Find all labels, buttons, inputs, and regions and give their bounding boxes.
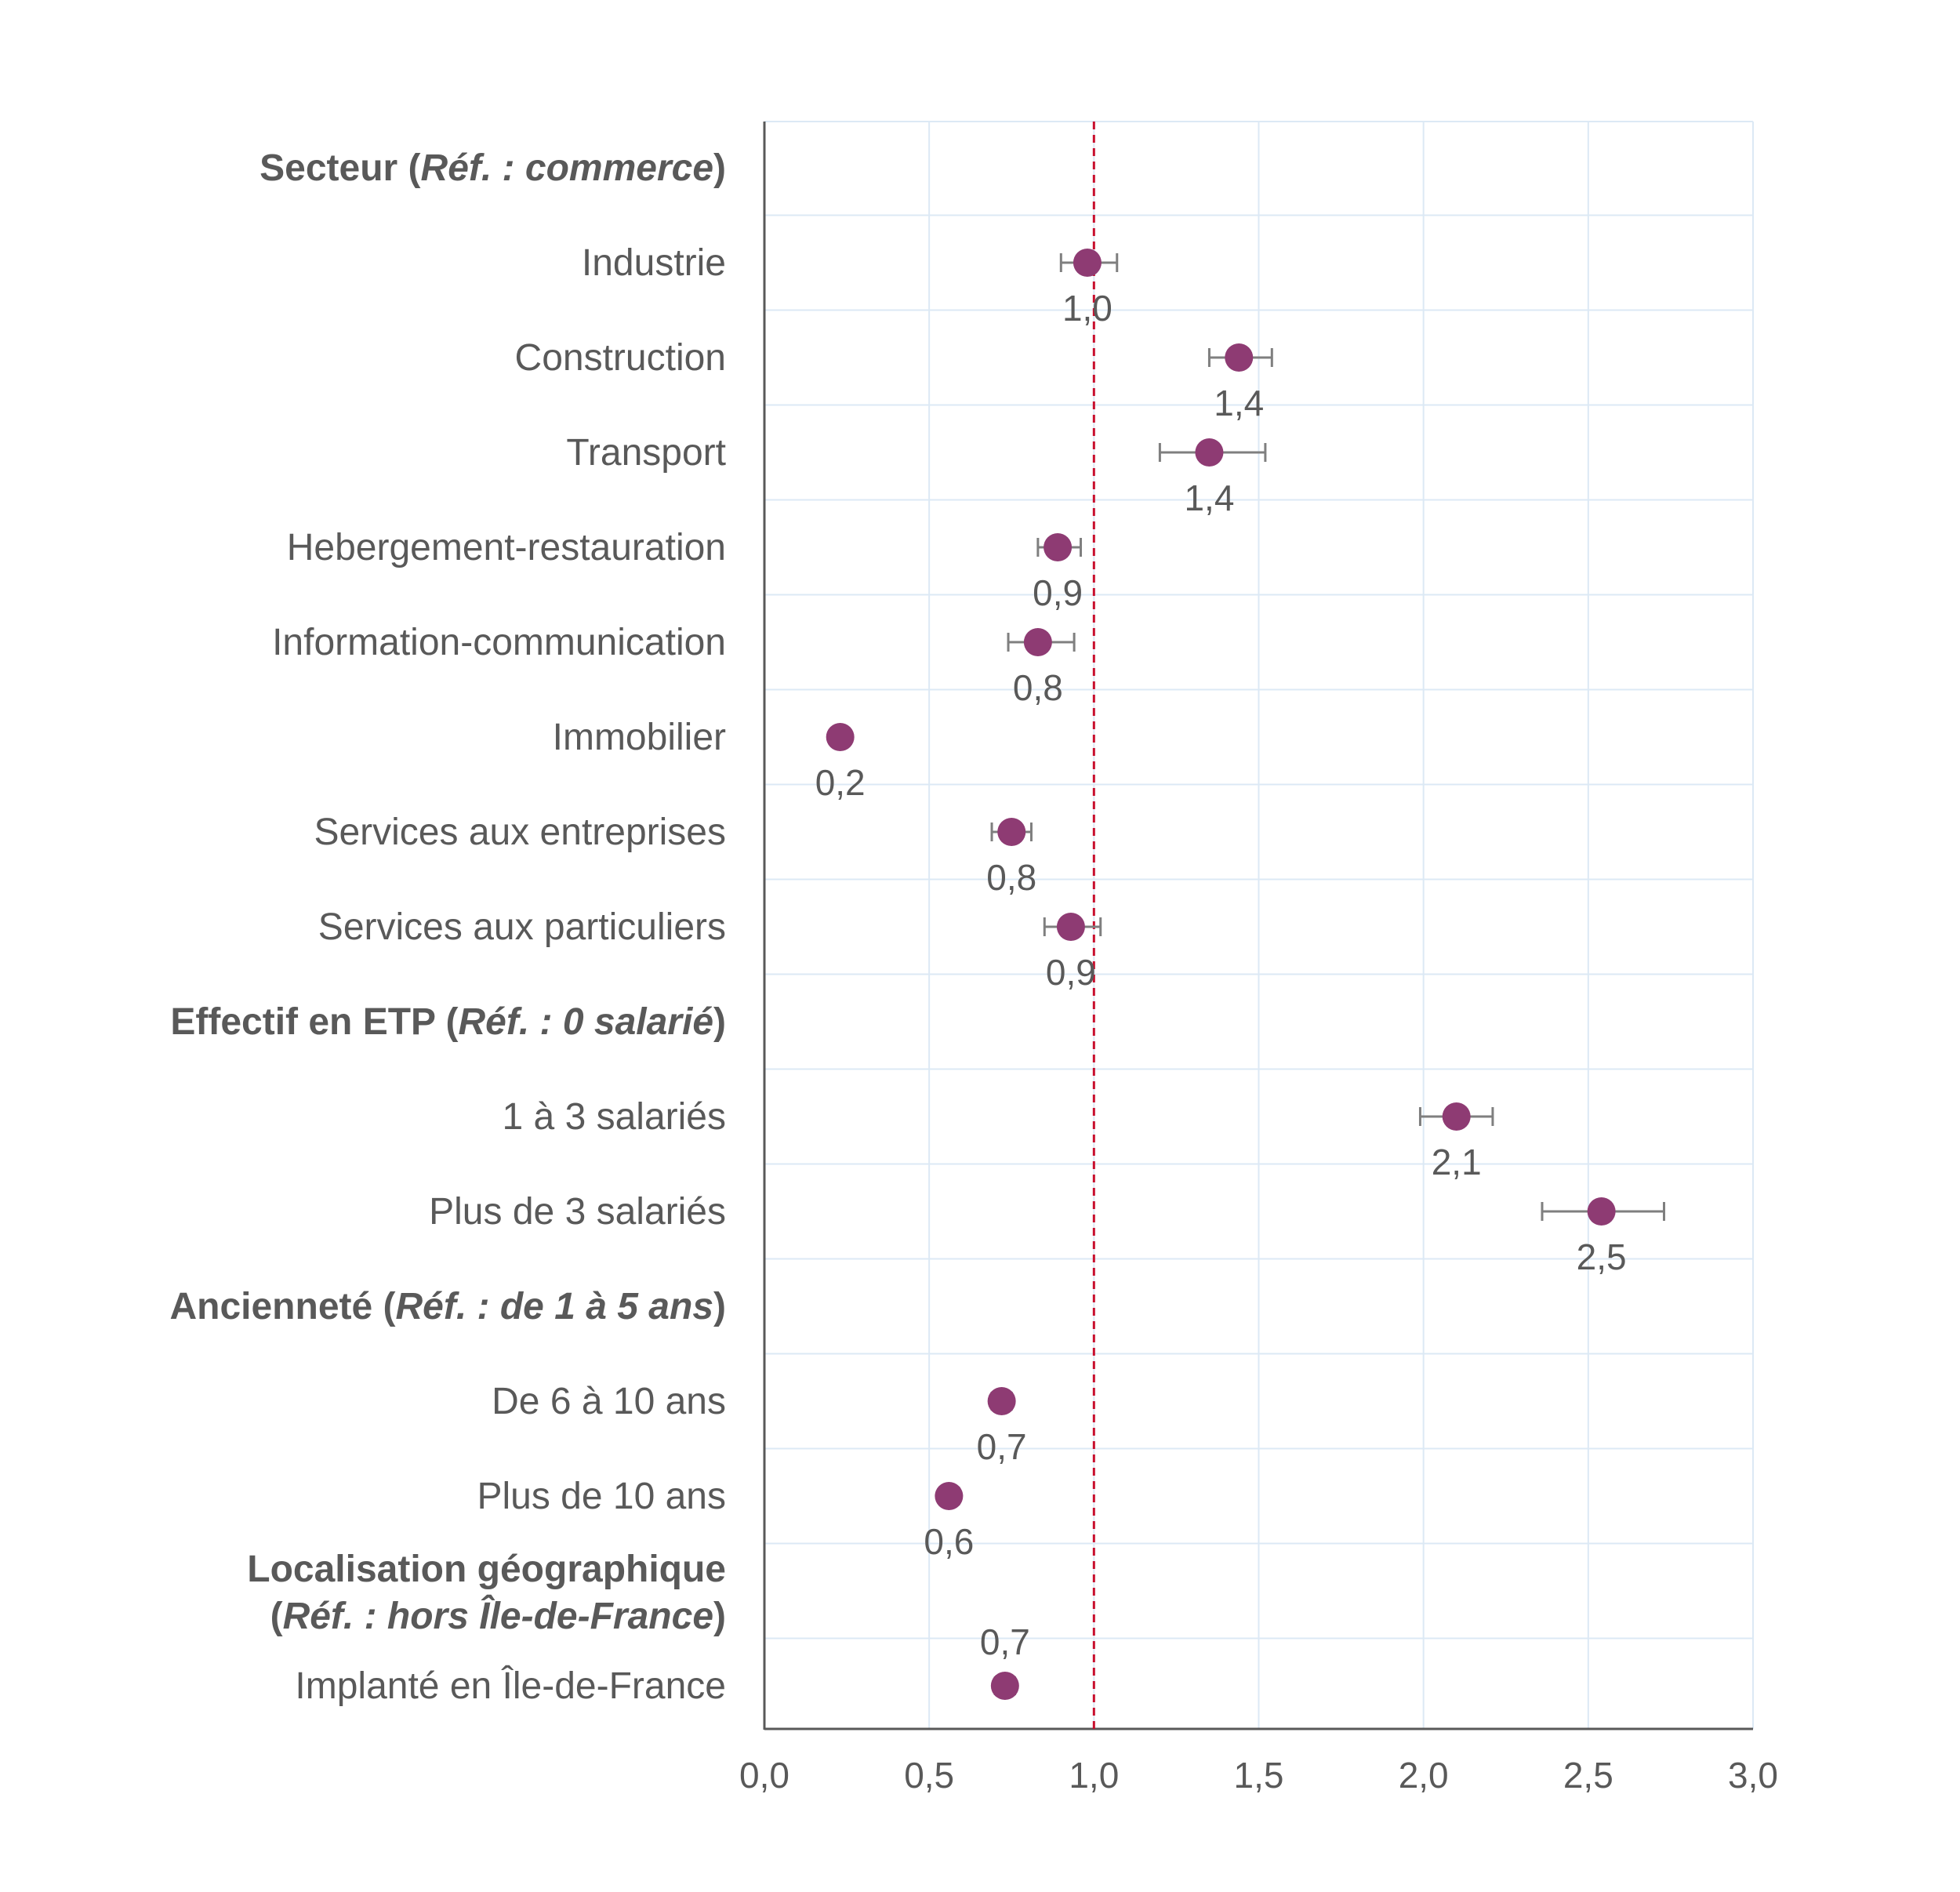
group-header-close: ) bbox=[713, 1001, 726, 1043]
data-value-label: 0,6 bbox=[924, 1521, 974, 1562]
category-label: Plus de 3 salariés bbox=[429, 1191, 726, 1233]
data-point bbox=[990, 1672, 1019, 1700]
group-header-label: Secteur (Réf. : commerce) bbox=[260, 147, 726, 189]
group-header-open: ( bbox=[270, 1596, 283, 1637]
data-value-label: 1,4 bbox=[1184, 478, 1234, 518]
group-header-close: ) bbox=[713, 1596, 726, 1637]
group-header-name: Secteur ( bbox=[260, 147, 420, 189]
group-header-reference: Réf. : hors Île-de-France bbox=[283, 1594, 713, 1637]
data-point bbox=[1023, 628, 1052, 656]
data-point bbox=[1225, 343, 1254, 372]
group-header-reference: Réf. : 0 salarié bbox=[459, 1001, 714, 1043]
x-tick-label: 3,0 bbox=[1728, 1755, 1778, 1796]
x-tick-label: 1,5 bbox=[1234, 1755, 1284, 1796]
data-point bbox=[1056, 913, 1085, 941]
data-value-label: 0,8 bbox=[986, 857, 1036, 898]
data-value-label: 0,7 bbox=[980, 1621, 1030, 1662]
group-header-label-line2: (Réf. : hors Île-de-France) bbox=[270, 1594, 726, 1637]
category-label: Construction bbox=[515, 337, 726, 379]
group-header-name: Ancienneté ( bbox=[169, 1286, 395, 1327]
x-tick-label: 1,0 bbox=[1069, 1755, 1119, 1796]
data-point bbox=[987, 1387, 1016, 1415]
data-point bbox=[1195, 438, 1224, 467]
data-point bbox=[1073, 249, 1102, 277]
x-tick-label: 0,5 bbox=[904, 1755, 954, 1796]
data-value-label: 0,2 bbox=[815, 762, 866, 803]
x-tick-label: 0,0 bbox=[739, 1755, 789, 1796]
group-header-close: ) bbox=[713, 147, 726, 189]
x-tick-label: 2,5 bbox=[1563, 1755, 1613, 1796]
data-value-label: 1,4 bbox=[1214, 383, 1264, 423]
data-value-label: 1,0 bbox=[1062, 288, 1112, 329]
category-label: Immobilier bbox=[553, 717, 726, 758]
group-header-close: ) bbox=[713, 1286, 726, 1327]
group-header-label: Localisation géographique bbox=[247, 1549, 726, 1590]
data-value-label: 0,9 bbox=[1033, 572, 1083, 613]
data-point bbox=[826, 723, 855, 751]
category-label: Hebergement-restauration bbox=[287, 527, 726, 568]
data-value-label: 0,7 bbox=[977, 1426, 1027, 1467]
data-value-label: 2,5 bbox=[1577, 1237, 1627, 1277]
category-label: 1 à 3 salariés bbox=[503, 1096, 727, 1138]
data-point bbox=[1587, 1197, 1616, 1226]
category-label: Plus de 10 ans bbox=[477, 1476, 726, 1517]
data-point bbox=[997, 818, 1026, 846]
group-header-label: Ancienneté (Réf. : de 1 à 5 ans) bbox=[169, 1286, 726, 1327]
x-tick-label: 2,0 bbox=[1399, 1755, 1449, 1796]
category-label: Industrie bbox=[582, 242, 726, 284]
data-point bbox=[1442, 1102, 1471, 1131]
data-point bbox=[935, 1482, 964, 1510]
data-point bbox=[1044, 533, 1073, 561]
data-value-label: 0,9 bbox=[1046, 952, 1096, 993]
category-label: Transport bbox=[566, 432, 726, 474]
group-header-label: Effectif en ETP (Réf. : 0 salarié) bbox=[170, 1001, 726, 1043]
group-header-reference: Réf. : de 1 à 5 ans bbox=[396, 1286, 714, 1327]
group-header-reference: Réf. : commerce bbox=[421, 147, 713, 189]
category-label: Implanté en Île-de-France bbox=[295, 1665, 726, 1707]
category-label: Services aux entreprises bbox=[314, 812, 726, 853]
category-label: De 6 à 10 ans bbox=[492, 1381, 726, 1422]
group-header-name: Effectif en ETP ( bbox=[170, 1001, 458, 1043]
category-label: Information-communication bbox=[272, 622, 726, 663]
data-value-label: 2,1 bbox=[1432, 1142, 1482, 1182]
data-value-label: 0,8 bbox=[1013, 667, 1063, 708]
category-label: Services aux particuliers bbox=[318, 906, 726, 948]
